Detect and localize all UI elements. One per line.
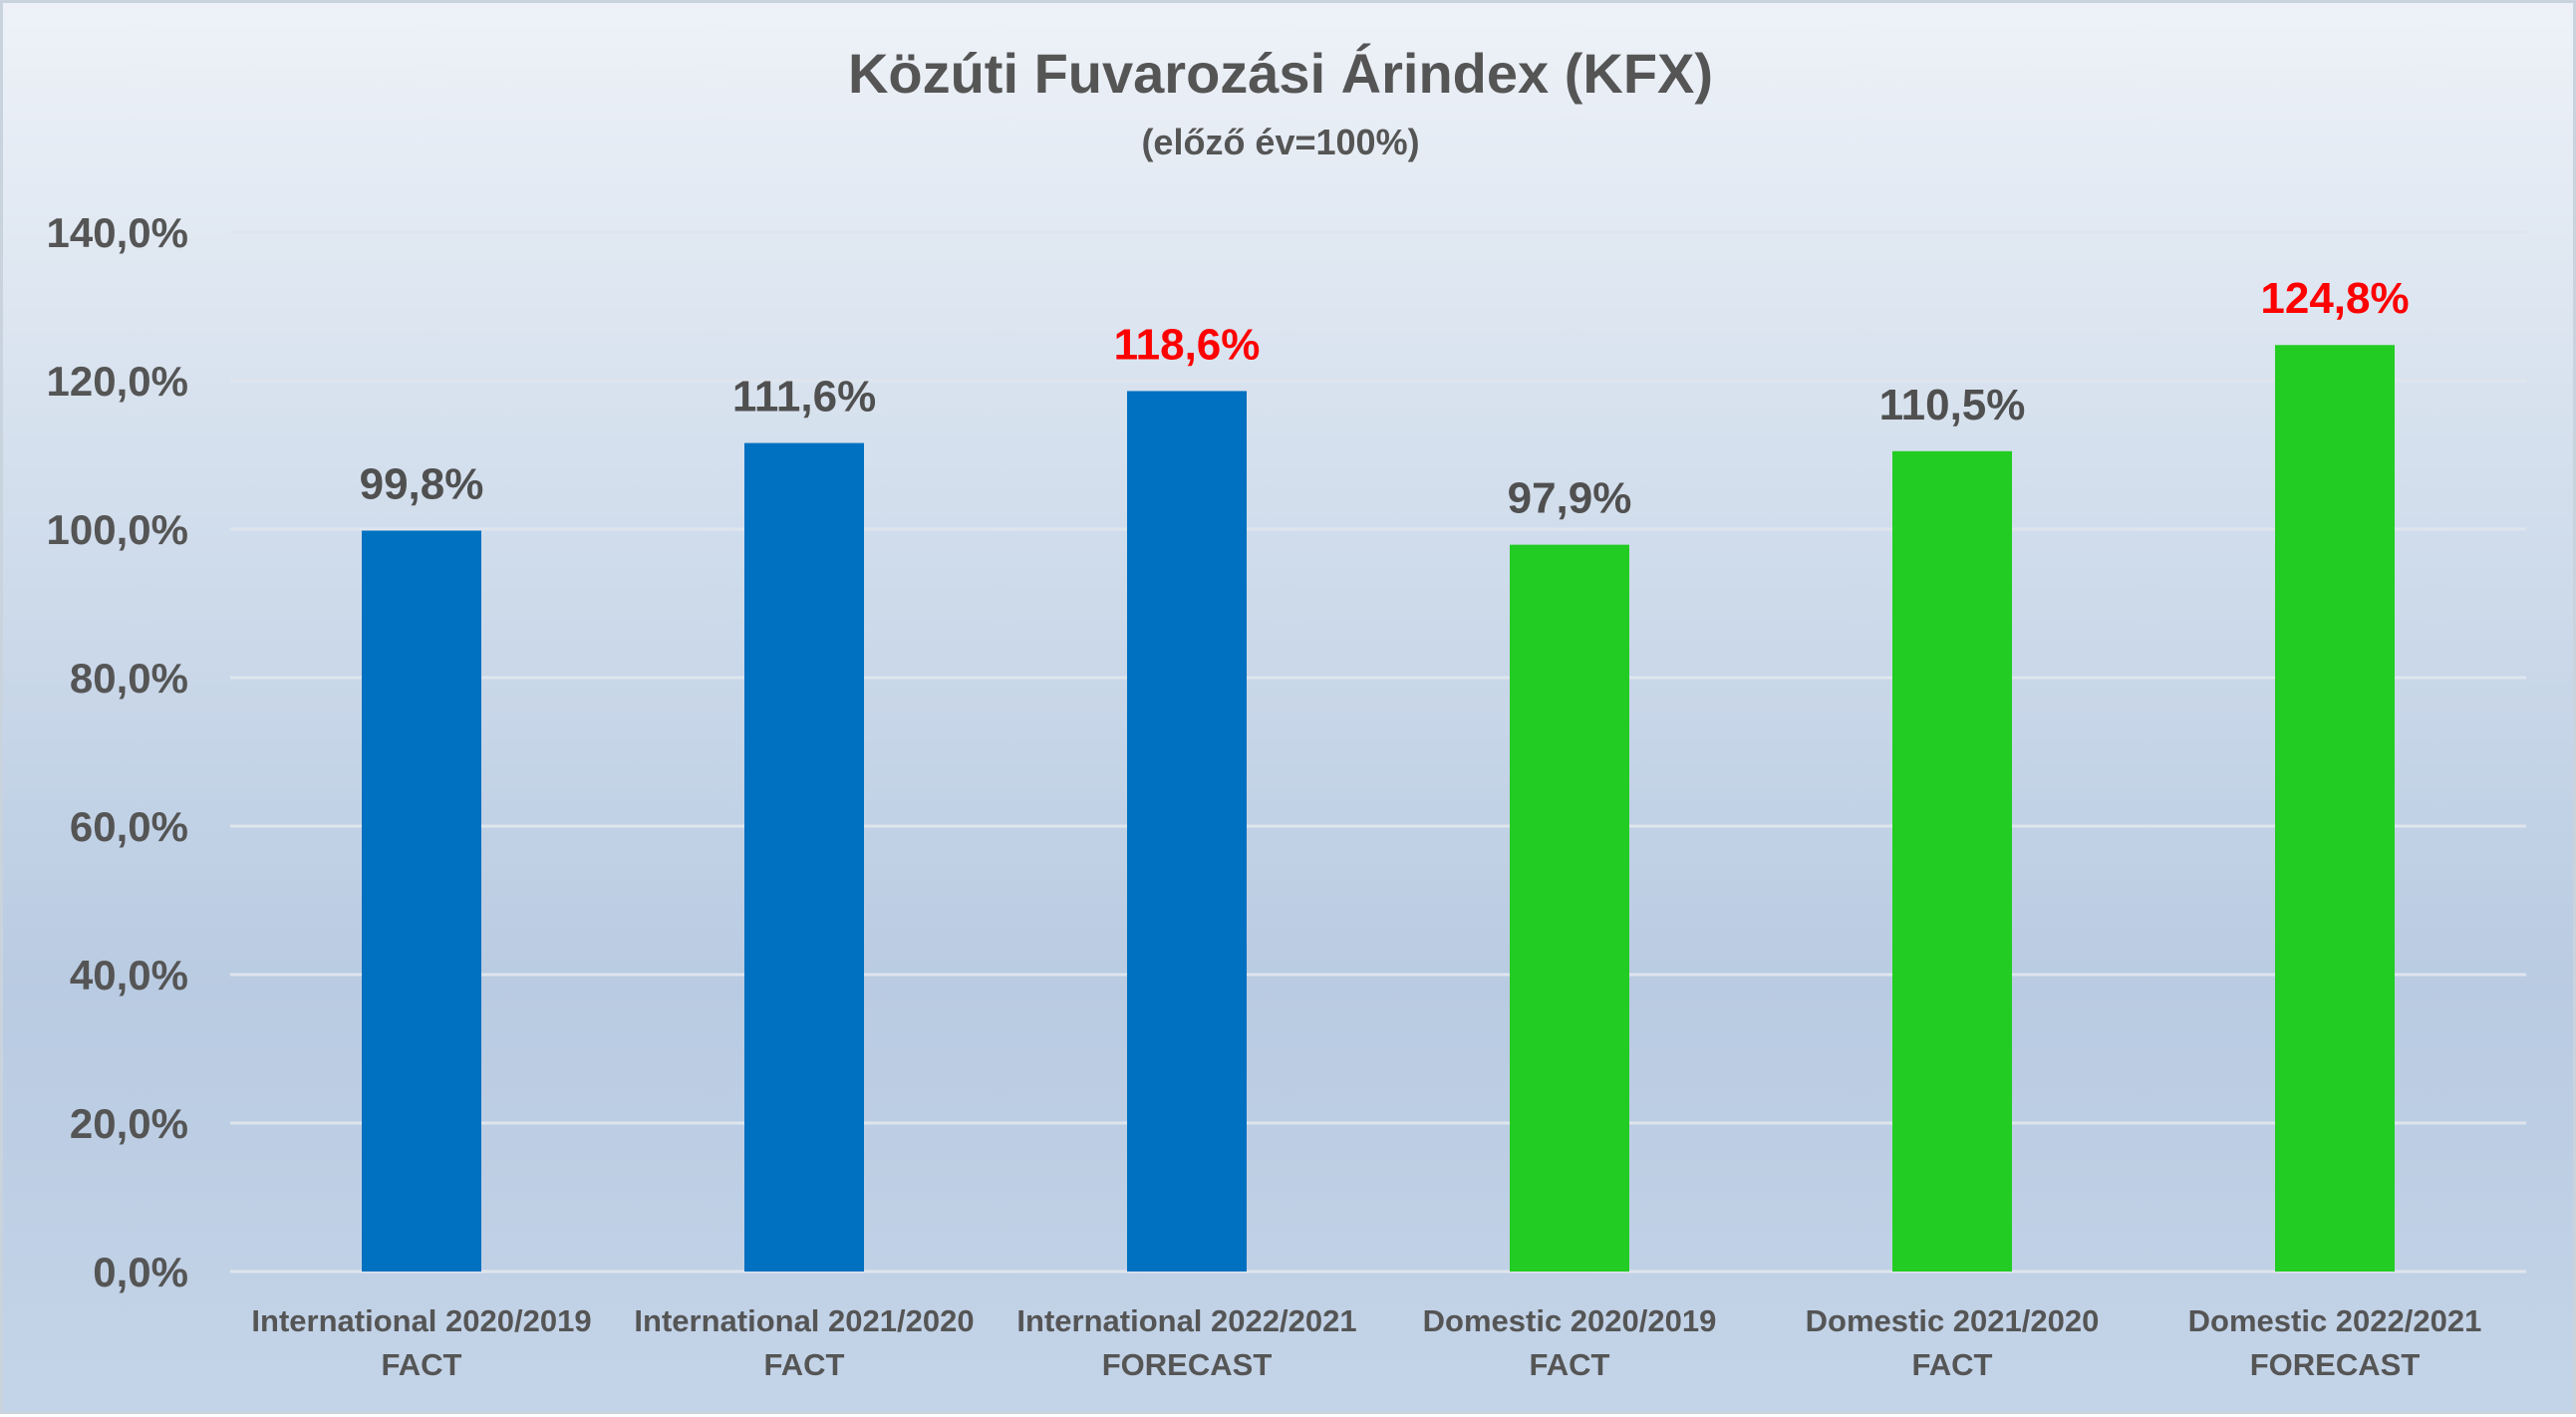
bar (744, 442, 864, 1273)
bar (1510, 544, 1629, 1272)
chart-title: Közúti Fuvarozási Árindex (KFX) (848, 42, 1713, 105)
y-tick-label: 60,0% (70, 803, 188, 850)
x-tick-label: International 2022/2021 (1016, 1303, 1356, 1338)
y-tick-label: 0,0% (93, 1249, 188, 1295)
data-label: 111,6% (732, 373, 876, 422)
x-tick-label: FORECAST (1102, 1347, 1273, 1382)
bars (362, 345, 2395, 1273)
data-labels: 99,8% 111,6% 118,6% 97,9% 110,5% 124,8% (360, 274, 2410, 522)
y-tick-label: 120,0% (47, 358, 188, 405)
chart-subtitle: (előző év=100%) (1141, 122, 1419, 162)
data-label: 97,9% (1508, 474, 1632, 523)
y-tick-label: 100,0% (47, 506, 188, 553)
y-tick-label: 40,0% (70, 952, 188, 998)
bar (1127, 391, 1247, 1272)
x-tick-label: FACT (382, 1347, 462, 1382)
x-tick-label: Domestic 2021/2020 (1806, 1303, 2100, 1338)
x-tick-label: FACT (1530, 1347, 1610, 1382)
x-tick-label: International 2021/2020 (634, 1303, 974, 1338)
data-label: 110,5% (1879, 381, 2026, 429)
bar-chart: Közúti Fuvarozási Árindex (KFX) (előző é… (47, 42, 2526, 1382)
x-tick-label: Domestic 2022/2021 (2188, 1303, 2482, 1338)
x-tick-label: Domestic 2020/2019 (1423, 1303, 1717, 1338)
x-axis-ticks: International 2020/2019 FACT International… (251, 1303, 2481, 1382)
bar (362, 530, 481, 1272)
data-label: 124,8% (2260, 274, 2409, 323)
y-axis-ticks: 0,0% 20,0% 40,0% 60,0% 80,0% 100,0% 120,0% 140,… (47, 209, 188, 1295)
gridlines (230, 230, 2526, 1274)
y-tick-label: 20,0% (70, 1100, 188, 1147)
y-tick-label: 140,0% (47, 209, 188, 256)
x-tick-label: International 2020/2019 (251, 1303, 591, 1338)
bar (1892, 450, 2012, 1272)
x-tick-label: FACT (764, 1347, 845, 1382)
data-label: 118,6% (1114, 320, 1261, 369)
x-tick-label: FORECAST (2250, 1347, 2421, 1382)
y-tick-label: 80,0% (70, 655, 188, 702)
data-label: 99,8% (360, 459, 484, 508)
x-tick-label: FACT (1912, 1347, 1993, 1382)
bar (2275, 345, 2395, 1272)
